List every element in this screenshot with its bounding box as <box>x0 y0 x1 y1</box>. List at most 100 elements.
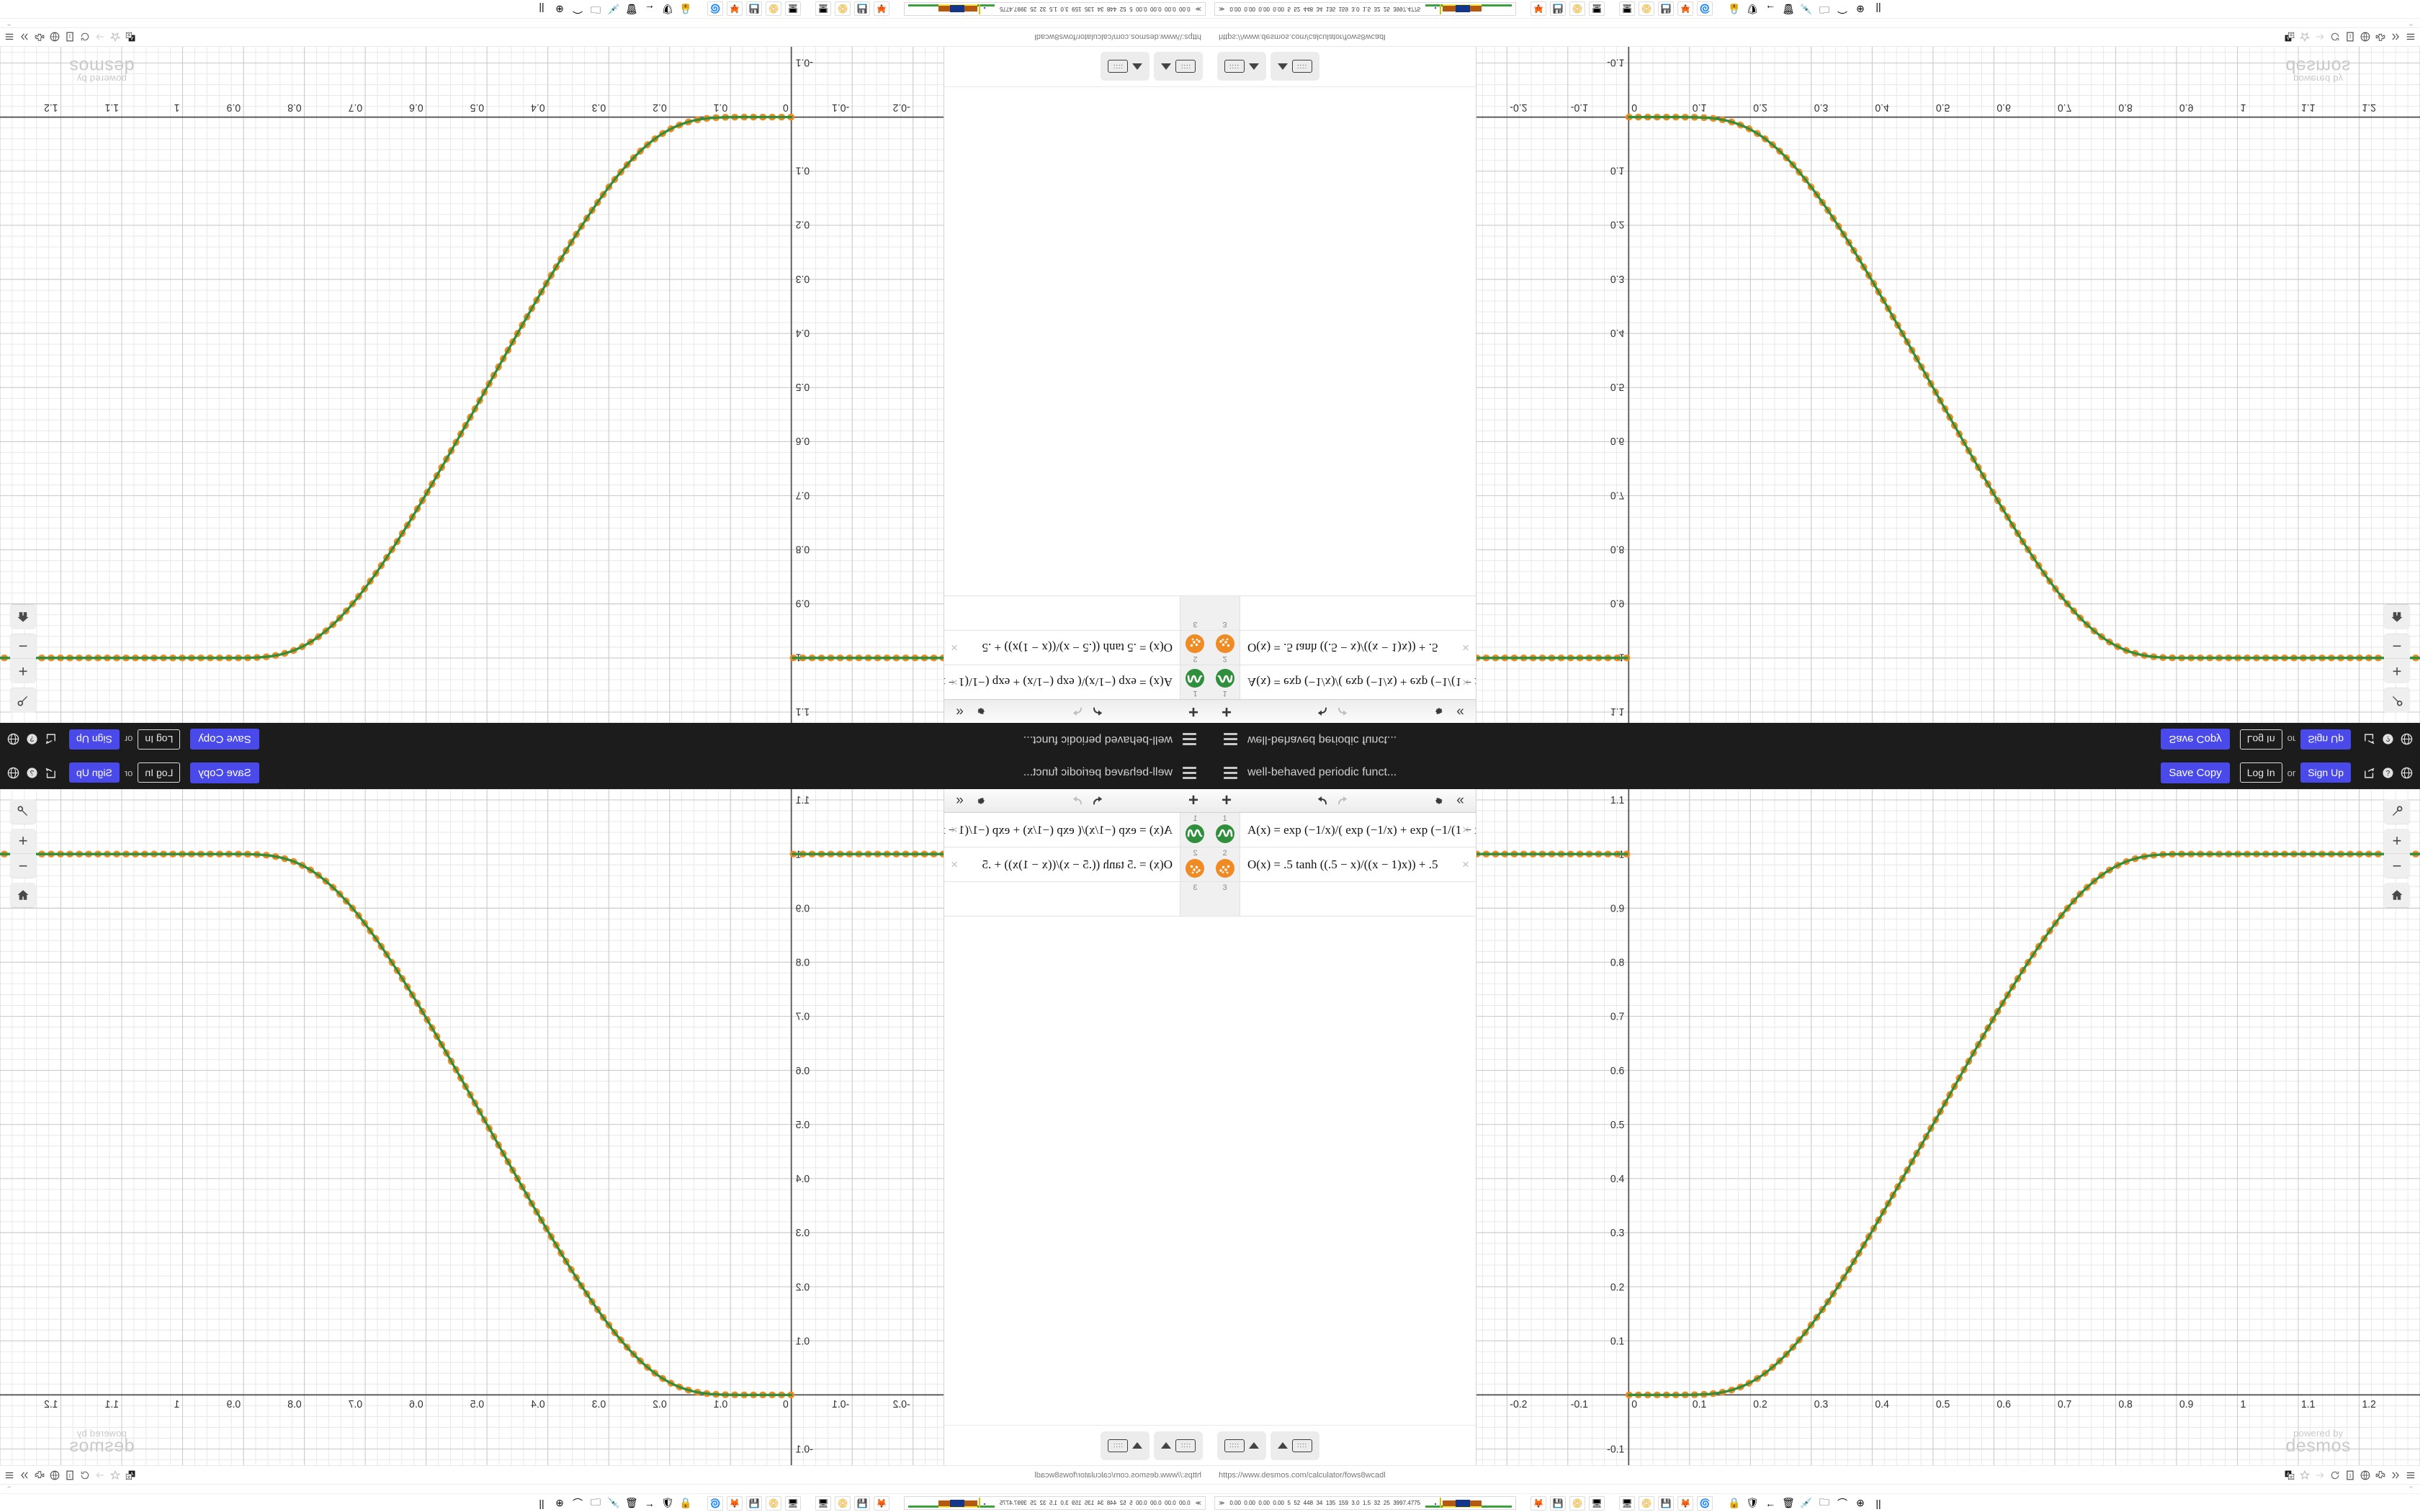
reader-view-icon[interactable]: 1 <box>2344 1470 2355 1480</box>
taskbar-app-disk-2[interactable]: 📀 <box>1639 1495 1655 1511</box>
globe-icon[interactable] <box>4 730 23 749</box>
taskbar-app-screenshot[interactable]: 🖥 <box>815 1 831 17</box>
zoom-in-button[interactable]: + <box>10 829 36 853</box>
globe-container-icon[interactable] <box>50 32 60 42</box>
syringe-icon[interactable]: 💉 <box>607 1497 620 1508</box>
expression-row-1[interactable]: 1 A(x) = exp (−1/x)/( exp (−1/x) + exp (… <box>944 813 1210 847</box>
wrench-icon[interactable] <box>2384 799 2410 824</box>
points-icon[interactable] <box>1215 634 1234 653</box>
taskbar-app-disk[interactable]: 📀 <box>834 1 851 17</box>
magnet-icon[interactable]: ⌒ <box>1837 3 1848 15</box>
graph-canvas[interactable]: -0.2 -0.1 0 0.1 0.2 0.3 0.4 0.5 0.6 0.7 0.8 0.9 1 1.1… <box>1476 789 2420 1465</box>
question-mark-icon[interactable]: ? <box>2378 763 2397 782</box>
expression-latex-1[interactable]: A(x) = exp (−1/x)/( exp (−1/x) + exp (−1… <box>1247 822 1476 837</box>
hamburger-menu-icon[interactable] <box>4 1470 15 1480</box>
extension-icon[interactable] <box>2375 32 2385 42</box>
chevron-up-icon[interactable]: ⌃ <box>6 1485 13 1494</box>
pause-label[interactable]: || <box>539 1497 544 1509</box>
share-icon[interactable] <box>42 763 60 782</box>
syringe-icon[interactable]: 💉 <box>1800 1497 1813 1508</box>
url-text[interactable]: https://www.desmos.com/calculator/fows8w… <box>1219 32 1386 42</box>
hamburger-menu-icon[interactable] <box>2405 32 2416 42</box>
trash-icon[interactable]: 🗑 <box>1782 1497 1795 1508</box>
expression-latex-2[interactable]: O(x) = .5 tanh ((.5 − x)/((x − 1)x)) + .… <box>982 857 1173 871</box>
globe-container-icon[interactable] <box>2360 1470 2370 1480</box>
sign-up-button[interactable]: Sign Up <box>69 762 120 783</box>
pause-label[interactable]: || <box>1876 1497 1881 1509</box>
reader-view-icon[interactable]: 1 <box>2344 32 2355 42</box>
save-copy-button[interactable]: Save Copy <box>2161 729 2230 750</box>
gear-icon[interactable] <box>972 701 993 722</box>
save-copy-button[interactable]: Save Copy <box>2161 762 2230 783</box>
expression-row-1[interactable]: 1 A(x) = exp (−1/x)/( exp (−1/x) + exp (… <box>1210 813 1476 847</box>
undo-button[interactable] <box>1311 790 1332 811</box>
wrench-icon[interactable] <box>10 688 36 713</box>
globe-icon[interactable] <box>2397 763 2416 782</box>
taskbar-app-save-64[interactable]: 💾 <box>1658 1 1675 17</box>
system-monitor-applet[interactable]: ≫ 0.00 0.00 0.00 0.00 5 52 448 34 135 15… <box>903 1496 1206 1510</box>
home-icon[interactable] <box>2384 883 2410 907</box>
add-expression-button[interactable]: + <box>1188 702 1199 721</box>
collapse-panel-button[interactable]: « <box>1456 793 1464 808</box>
globe-icon[interactable] <box>4 763 23 782</box>
expression-latex-3[interactable] <box>944 882 1180 916</box>
taskbar-app-screenshot-2[interactable]: 🖥 <box>784 1495 801 1511</box>
taskbar-app-screenshot-2[interactable]: 🖥 <box>1619 1 1636 17</box>
expression-latex-2[interactable]: O(x) = .5 tanh ((.5 − x)/((x − 1)x)) + .… <box>982 641 1173 655</box>
points-icon[interactable] <box>1215 859 1234 878</box>
reload-icon[interactable] <box>80 1470 91 1480</box>
folder-icon[interactable]: 🗀 <box>590 1495 601 1508</box>
zoom-in-button[interactable]: + <box>10 659 36 683</box>
shield-icon[interactable]: 🛡 <box>661 1497 674 1508</box>
document-title[interactable]: well-behaved periodic funct... <box>1247 766 1397 778</box>
system-monitor-applet[interactable]: ≫ 0.00 0.00 0.00 0.00 5 52 448 34 135 15… <box>1214 2 1517 16</box>
home-icon[interactable] <box>2384 605 2410 629</box>
folder-icon[interactable]: 🗀 <box>1819 1495 1830 1508</box>
chevron-double-right-icon[interactable] <box>2390 32 2401 42</box>
delete-expression-2[interactable]: × <box>1462 641 1469 655</box>
expression-row-3[interactable]: 3 <box>944 882 1210 917</box>
folder-icon[interactable]: 🗀 <box>590 4 601 17</box>
taskbar-app-firefox[interactable]: 🦊 <box>873 1 889 17</box>
taskbar-app-firefox[interactable]: 🦊 <box>1531 1495 1547 1511</box>
url-bar[interactable]: https://www.desmos.com/calculator/fows8w… <box>1210 1466 2420 1485</box>
reader-view-icon[interactable]: 1 <box>65 1470 76 1480</box>
globe-icon[interactable]: ⊕ <box>1856 4 1865 15</box>
taskbar-app-disk-2[interactable]: 📀 <box>765 1495 781 1511</box>
syringe-icon[interactable]: 💉 <box>607 4 620 15</box>
delete-expression-1[interactable]: × <box>951 822 958 837</box>
collapse-panel-button[interactable]: « <box>958 704 964 719</box>
taskbar-app-save[interactable]: 💾 <box>1550 1 1567 17</box>
graph-canvas[interactable]: -0.2 -0.1 0 0.1 0.2 0.3 0.4 0.5 0.6 0.7 0.8 0.9 1 1.1… <box>1476 47 2420 723</box>
delete-expression-1[interactable]: × <box>1462 675 1469 690</box>
extension-icon[interactable] <box>2375 1470 2385 1480</box>
globe-container-icon[interactable] <box>2360 32 2370 42</box>
taskbar-app-screenshot-2[interactable]: 🖥 <box>1619 1495 1636 1511</box>
keypad-toggle-button[interactable]: :::: <box>1154 1431 1203 1460</box>
taskbar-app-screenshot[interactable]: 🖥 <box>1589 1 1605 17</box>
share-icon[interactable] <box>42 730 60 749</box>
hamburger-menu-icon[interactable] <box>1175 756 1204 789</box>
expression-row-2[interactable]: 2 O(x) = .5 tanh ((.5 − x)/((x − 1)x)) +… <box>1210 847 1476 882</box>
redo-button[interactable] <box>1067 790 1088 811</box>
reload-icon[interactable] <box>2329 32 2340 42</box>
delete-expression-2[interactable]: × <box>1462 857 1469 871</box>
shield-icon[interactable]: 🛡 <box>1746 4 1759 15</box>
delete-expression-1[interactable]: × <box>1462 822 1469 837</box>
wrench-icon[interactable] <box>2384 688 2410 713</box>
taskbar-app-firefox-2[interactable]: 🦊 <box>726 1 743 17</box>
taskbar-app-disk-2[interactable]: 📀 <box>765 1 781 17</box>
add-expression-button[interactable]: + <box>1221 791 1232 810</box>
globe-container-icon[interactable] <box>50 1470 60 1480</box>
globe-icon[interactable]: ⊕ <box>1856 1497 1865 1508</box>
sign-up-button[interactable]: Sign Up <box>2300 762 2351 783</box>
system-monitor-applet[interactable]: ≫ 0.00 0.00 0.00 0.00 5 52 448 34 135 15… <box>1214 1496 1517 1510</box>
gear-icon[interactable] <box>1427 790 1448 811</box>
document-title[interactable]: well-behaved periodic funct... <box>1023 766 1173 778</box>
zoom-in-button[interactable]: + <box>2384 659 2410 683</box>
star-icon[interactable] <box>110 32 121 42</box>
globe-icon[interactable]: ⊕ <box>555 4 564 15</box>
expression-latex-1[interactable]: A(x) = exp (−1/x)/( exp (−1/x) + exp (−1… <box>1247 675 1476 690</box>
lock-icon[interactable]: 🔒 <box>679 4 692 15</box>
